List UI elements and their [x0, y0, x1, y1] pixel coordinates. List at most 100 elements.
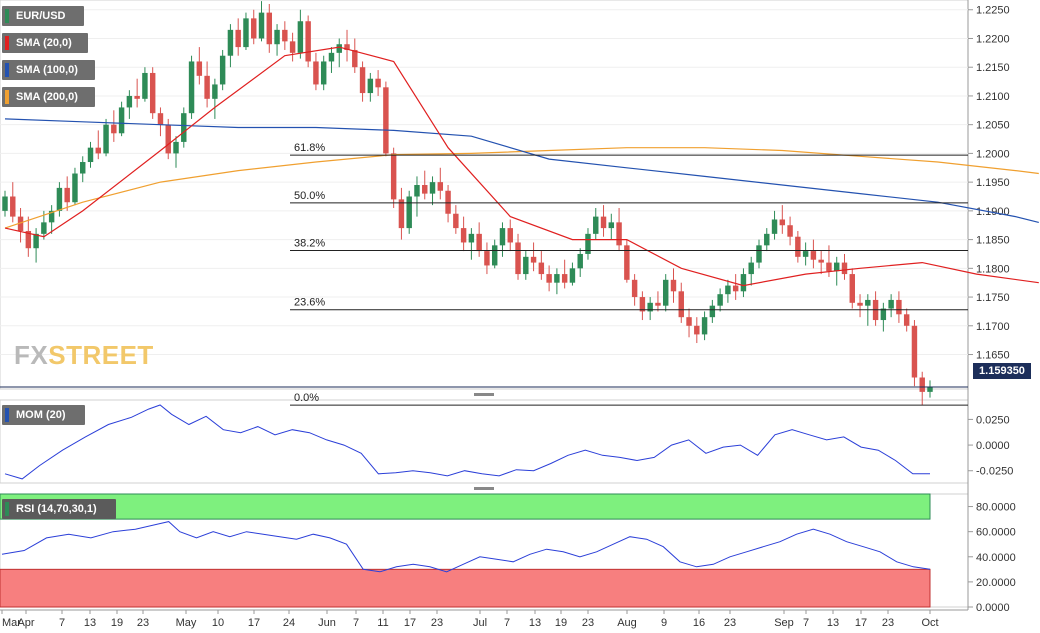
x-tick-label: 23 [137, 617, 149, 629]
candle-body [701, 317, 708, 335]
x-tick-label: 7 [504, 617, 510, 629]
candle-body [725, 285, 731, 295]
x-tick-label: 23 [431, 617, 443, 629]
candle-body [764, 233, 770, 246]
x-tick-label: Sep [774, 617, 794, 629]
price-panel [0, 0, 969, 390]
candle-body [126, 95, 133, 108]
price-tick-label: 1.1950 [976, 177, 1010, 189]
legend-rsi[interactable]: RSI (14,70,30,1) [2, 499, 116, 519]
candle-body [258, 12, 265, 39]
panel-resize-handle-2 [474, 487, 494, 490]
candle-body [655, 302, 661, 306]
candle-body [880, 308, 887, 321]
legend-pair[interactable]: EUR/USD [2, 6, 84, 26]
legend-swatch-mom [5, 408, 9, 422]
candle-body [810, 251, 817, 260]
fxstreet-logo: FXSTREET [14, 340, 154, 371]
price-tick-label: 1.1850 [976, 235, 1010, 247]
candle-body [903, 314, 910, 326]
fib-level-label: 61.8% [294, 142, 325, 154]
candle-body [670, 279, 677, 292]
candle-body [142, 72, 148, 99]
candle-body [818, 259, 824, 263]
candle-body [888, 299, 894, 309]
candle-body [103, 124, 109, 154]
sma100-line [4, 118, 1039, 223]
candle-body [460, 228, 467, 243]
legend-pair-label: EUR/USD [16, 10, 66, 22]
last-price-tag: 1.159350 [973, 363, 1031, 379]
rsi-tick-label: 20.0000 [976, 577, 1016, 589]
candle-body [624, 245, 630, 280]
candle-body [406, 196, 412, 229]
sma20-line [4, 46, 1039, 287]
candle-body [491, 245, 498, 266]
candle-body [802, 251, 809, 257]
candle-body [561, 274, 568, 283]
candle-body [235, 29, 241, 48]
candle-body [600, 216, 607, 229]
candle-body [328, 52, 335, 62]
x-tick-label: 17 [855, 617, 867, 629]
mom-panel [0, 399, 969, 484]
candle-body [453, 213, 459, 229]
legend-sma20[interactable]: SMA (20,0) [2, 33, 88, 53]
candle-body [507, 228, 513, 243]
x-tick-label: Jul [473, 617, 487, 629]
mom-tick-label: 0.0250 [976, 414, 1010, 426]
legend-swatch-pair [5, 9, 9, 23]
candle-body [787, 225, 793, 237]
candle-body [320, 61, 327, 85]
candle-body [118, 107, 125, 134]
x-tick-label: Mar [2, 617, 21, 629]
logo-fx: FX [14, 340, 49, 370]
candle-body [546, 274, 552, 283]
candle-body [717, 294, 723, 306]
candle-body [709, 305, 716, 318]
x-tick-label: Apr [17, 617, 34, 629]
candle-body [390, 153, 397, 200]
candle-body [523, 256, 529, 275]
x-tick-label: 7 [803, 617, 809, 629]
x-tick-label: 19 [555, 617, 567, 629]
candle-body [25, 230, 32, 249]
candle-body [134, 95, 140, 99]
candle-body [297, 21, 304, 53]
legend-sma100[interactable]: SMA (100,0) [2, 60, 95, 80]
x-tick-label: 9 [661, 617, 667, 629]
rsi-oversold-zone [0, 568, 931, 608]
legend-mom[interactable]: MOM (20) [2, 405, 85, 425]
legend-sma100-label: SMA (100,0) [16, 64, 78, 76]
candle-body [779, 219, 786, 226]
x-tick-label: 23 [582, 617, 594, 629]
candle-body [662, 279, 669, 306]
candle-body [468, 233, 475, 243]
rsi-tick-label: 80.0000 [976, 502, 1016, 514]
candle-body [313, 61, 319, 85]
candle-body [95, 147, 101, 154]
candle-body [289, 41, 296, 53]
candle-body [911, 325, 918, 378]
candle-body [266, 12, 273, 45]
legend-sma200[interactable]: SMA (200,0) [2, 87, 95, 107]
candle-body [896, 299, 902, 315]
price-tick-label: 1.2200 [976, 33, 1010, 45]
candle-body [165, 124, 171, 154]
candle-body [732, 285, 739, 292]
candle-body [678, 291, 684, 318]
candle-body [499, 228, 506, 246]
candle-body [826, 262, 832, 272]
x-tick-label: 23 [882, 617, 894, 629]
mom-tick-label: -0.0250 [976, 466, 1013, 478]
candle-body [686, 317, 692, 326]
candle-body [367, 78, 374, 94]
candle-body [336, 44, 342, 53]
candle-body [64, 187, 70, 203]
candle-body [639, 297, 646, 312]
candle-body [344, 44, 350, 50]
candle-body [841, 262, 848, 275]
sma200-line [4, 147, 1039, 229]
candle-body [631, 279, 638, 298]
